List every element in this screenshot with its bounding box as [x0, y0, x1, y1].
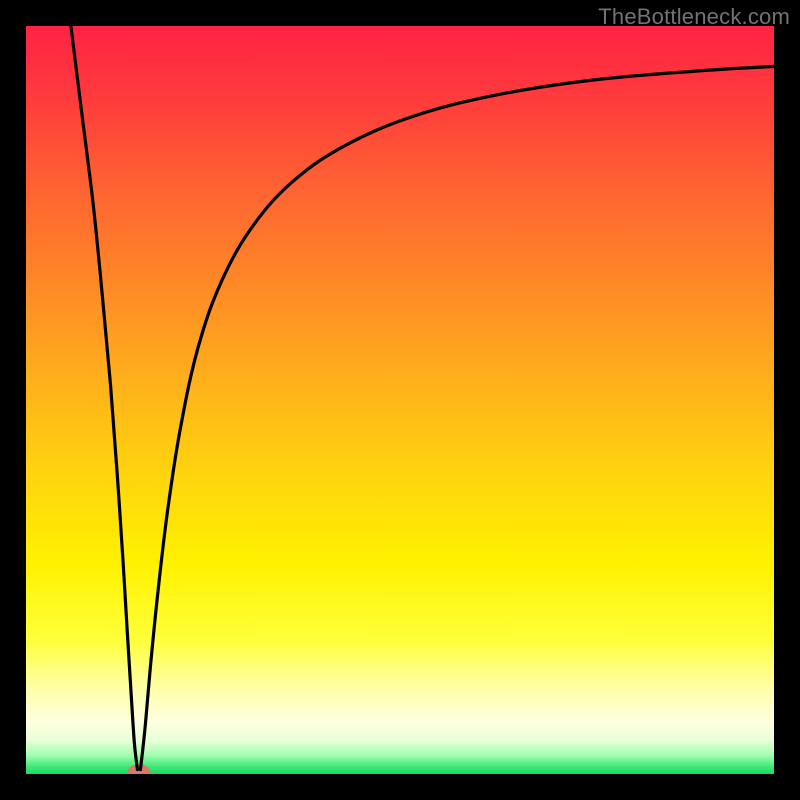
- watermark-text: TheBottleneck.com: [598, 4, 790, 30]
- chart-background: [26, 26, 774, 774]
- bottleneck-chart: [0, 0, 800, 800]
- chart-container: TheBottleneck.com: [0, 0, 800, 800]
